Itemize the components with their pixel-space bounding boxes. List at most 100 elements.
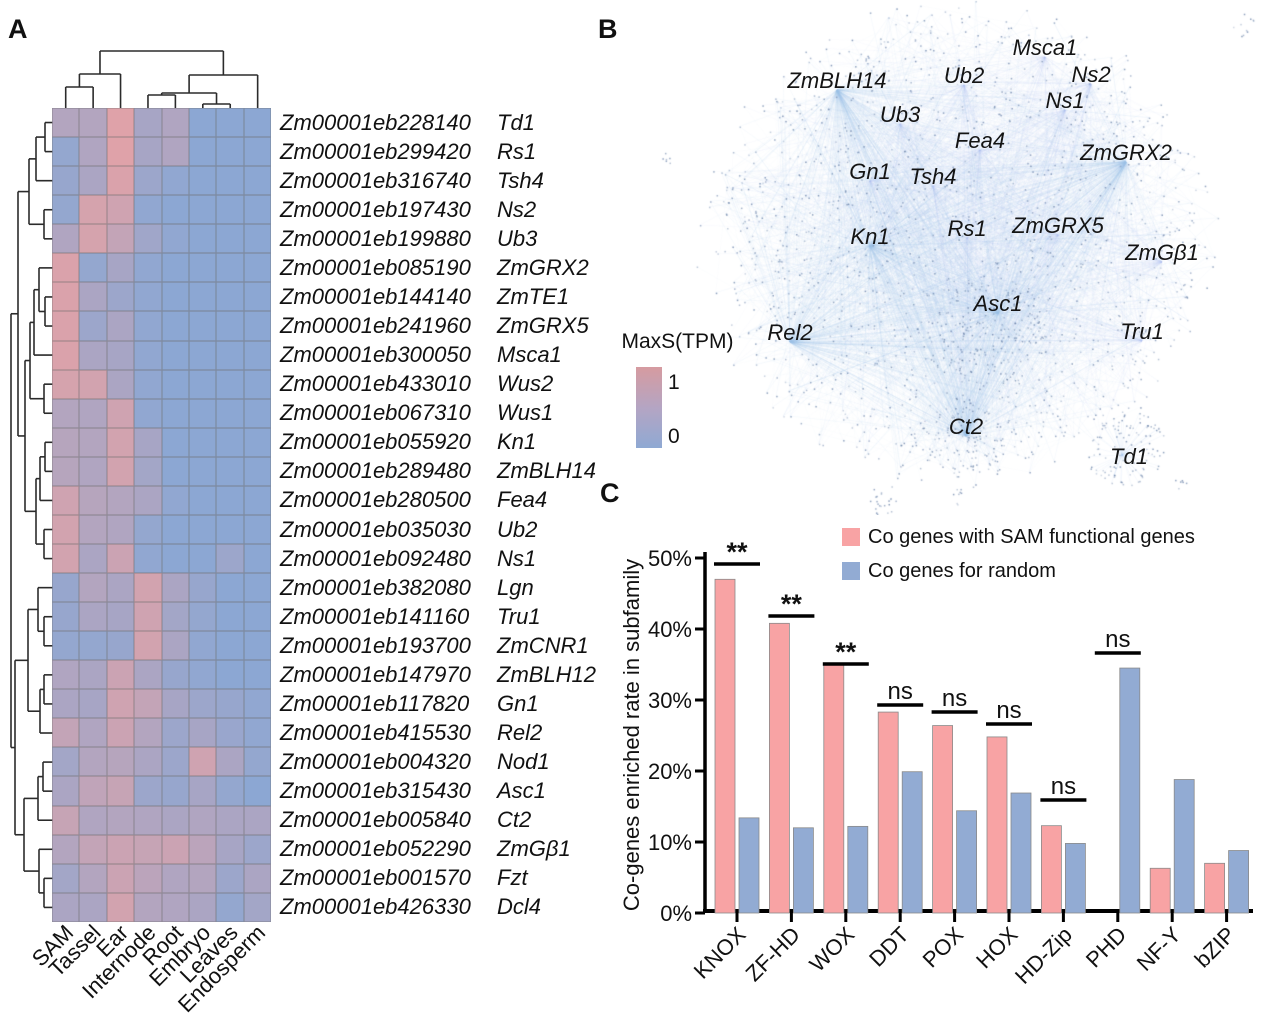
heatmap-cell-ZmGRX5-Tassel xyxy=(79,311,107,341)
x-category-label-HD-Zip: HD-Zip xyxy=(1010,922,1077,989)
heatmap-cell-ZmGβ1-Tassel xyxy=(79,834,107,864)
panel-c-letter: C xyxy=(600,478,620,508)
gene-name: ZmGβ1 xyxy=(497,836,571,862)
heatmap-cell-ZmGRX2-SAM xyxy=(52,253,80,283)
heatmap-cell-Ub2-Tassel xyxy=(79,514,107,544)
heatmap-cell-ZmTE1-Root xyxy=(161,282,190,312)
heatmap-cell-ZmCNR1-Endosperm xyxy=(243,631,272,661)
heatmap-cell-Tru1-Ear xyxy=(106,602,135,632)
col-label-Root: Root xyxy=(137,920,188,971)
heatmap-cell-Ub3-Endosperm xyxy=(243,224,272,254)
heatmap-cell-Rel2-Endosperm xyxy=(243,718,272,748)
heatmap-cell-ZmGRX2-Internode xyxy=(134,253,162,283)
heatmap-cell-ZmTE1-Ear xyxy=(106,282,135,312)
heatmap-cell-Tsh4-Tassel xyxy=(79,166,107,196)
heatmap-cell-ZmCNR1-Embryo xyxy=(189,631,217,661)
heatmap-cell-Kn1-Ear xyxy=(106,427,135,457)
heatmap-cell-Ub2-Leaves xyxy=(216,514,244,544)
gene-id: Zm00001eb005840 xyxy=(280,807,471,833)
heatmap-cell-Ub3-Ear xyxy=(106,224,135,254)
bar-random-POX xyxy=(956,810,977,914)
heatmap-cell-Ub3-Root xyxy=(161,224,190,254)
heatmap-cell-Gn1-Endosperm xyxy=(243,689,272,719)
heatmap-cell-Dcl4-Embryo xyxy=(189,892,217,922)
bar-random-HOX xyxy=(1010,792,1032,914)
row-label-Nod1: Zm00001eb004320 Nod1 xyxy=(280,748,550,776)
y-tick-label-40%: 40% xyxy=(648,617,692,642)
y-tick-label-10%: 10% xyxy=(648,830,692,855)
heatmap-cell-Asc1-Root xyxy=(161,776,190,806)
heatmap-cell-Fzt-Ear xyxy=(106,863,135,893)
gene-id: Zm00001eb199880 xyxy=(280,225,471,251)
row-label-ZmBLH14: Zm00001eb289480 ZmBLH14 xyxy=(280,457,596,485)
heatmap-cell-Msca1-Leaves xyxy=(216,340,244,370)
gene-id: Zm00001eb197430 xyxy=(280,196,471,222)
heatmap-cell-Td1-SAM xyxy=(52,108,80,138)
heatmap-cell-Lgn-SAM xyxy=(52,573,80,603)
heatmap-cell-Gn1-Root xyxy=(161,689,190,719)
heatmap-cell-Ns2-Leaves xyxy=(216,195,244,225)
heatmap-cell-ZmGRX5-Root xyxy=(161,311,190,341)
heatmap-cell-Ub3-Internode xyxy=(134,224,162,254)
heatmap-cell-ZmTE1-Endosperm xyxy=(243,282,272,312)
row-label-Lgn: Zm00001eb382080 Lgn xyxy=(280,574,534,602)
heatmap-cell-Fzt-Leaves xyxy=(216,863,244,893)
gene-name: Ub2 xyxy=(497,516,538,542)
row-label-Fea4: Zm00001eb280500 Fea4 xyxy=(280,486,547,514)
heatmap-cell-Wus2-Endosperm xyxy=(243,369,272,399)
gene-id: Zm00001eb228140 xyxy=(280,109,471,135)
gene-name: Rel2 xyxy=(497,720,543,745)
gene-id: Zm00001eb280500 xyxy=(280,487,471,513)
heatmap-cell-Ub3-Embryo xyxy=(189,224,217,254)
sig-label-KNOX: ** xyxy=(726,537,748,567)
gene-name: Tru1 xyxy=(497,603,541,629)
heatmap-cell-Dcl4-Ear xyxy=(106,892,135,922)
heatmap-cell-Tsh4-Embryo xyxy=(189,166,217,196)
heatmap-cell-ZmGRX2-Endosperm xyxy=(243,253,272,283)
col-label-Tassel: Tassel xyxy=(44,920,106,982)
gene-id: Zm00001eb092480 xyxy=(280,545,471,571)
heatmap-cell-Ns1-Root xyxy=(161,543,190,573)
gene-name: Kn1 xyxy=(497,429,537,455)
network-node-label-Rs1: Rs1 xyxy=(947,216,987,241)
heatmap-cell-Kn1-Internode xyxy=(134,427,162,457)
heatmap-cell-Nod1-SAM xyxy=(52,747,80,777)
heatmap-cell-Msca1-Root xyxy=(161,340,190,370)
row-label-Rs1: Zm00001eb299420 Rs1 xyxy=(280,138,536,166)
heatmap-cell-Fea4-Leaves xyxy=(216,485,244,515)
heatmap-cell-Asc1-Tassel xyxy=(79,776,107,806)
heatmap-cell-Tsh4-Leaves xyxy=(216,166,244,196)
heatmap-cell-Ns1-Tassel xyxy=(79,543,107,573)
network-node-label-Msca1: Msca1 xyxy=(1012,35,1078,60)
heatmap-cell-Nod1-Embryo xyxy=(189,747,217,777)
heatmap-cell-Fea4-SAM xyxy=(52,485,80,515)
heatmap-cell-Ub2-Internode xyxy=(134,514,162,544)
row-label-ZmGRX2: Zm00001eb085190 ZmGRX2 xyxy=(280,254,589,282)
heatmap-cell-Nod1-Endosperm xyxy=(243,747,272,777)
network-node-label-Fea4: Fea4 xyxy=(954,128,1006,153)
sig-label-PHD: ns xyxy=(1105,626,1130,653)
heatmap-cell-Wus1-Endosperm xyxy=(243,398,272,428)
heatmap-legend-max: 1 xyxy=(668,371,680,394)
x-category-label-POX: POX xyxy=(918,922,969,973)
gene-id: Zm00001eb067310 xyxy=(280,400,471,426)
network-node-label-Ns2: Ns2 xyxy=(1071,62,1111,87)
heatmap-cell-ZmGRX5-Endosperm xyxy=(243,311,272,341)
heatmap-cell-Nod1-Internode xyxy=(134,747,162,777)
heatmap-cell-Lgn-Embryo xyxy=(189,573,217,603)
heatmap-cell-Nod1-Leaves xyxy=(216,747,244,777)
gene-id: Zm00001eb117820 xyxy=(280,690,470,716)
row-label-Kn1: Zm00001eb055920 Kn1 xyxy=(280,428,536,456)
heatmap-cell-Lgn-Internode xyxy=(134,573,162,603)
heatmap-cell-ZmGβ1-SAM xyxy=(52,834,80,864)
heatmap-cell-Tsh4-Endosperm xyxy=(243,166,272,196)
heatmap-cell-Ub2-Endosperm xyxy=(243,514,272,544)
heatmap-cell-Fzt-Root xyxy=(161,863,190,893)
gene-id: Zm00001eb193700 xyxy=(280,632,471,658)
gene-id: Zm00001eb299420 xyxy=(280,138,471,164)
heatmap-cell-ZmBLH12-Internode xyxy=(134,660,162,690)
gene-name: Ns2 xyxy=(497,196,537,222)
network-node-label-Kn1: Kn1 xyxy=(850,224,890,249)
network-node-label-Td1: Td1 xyxy=(1110,444,1148,469)
row-label-Tru1: Zm00001eb141160 Tru1 xyxy=(280,603,541,631)
